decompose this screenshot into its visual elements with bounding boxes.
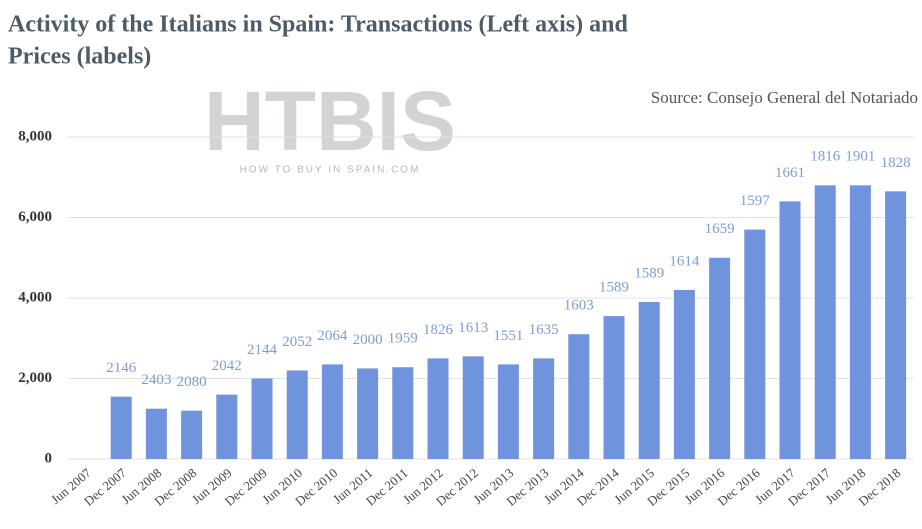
price-label: 1613 bbox=[458, 320, 488, 336]
bar bbox=[638, 302, 660, 459]
bar bbox=[568, 334, 590, 459]
bar bbox=[251, 378, 273, 459]
price-label: 2042 bbox=[212, 358, 242, 374]
bar bbox=[357, 368, 379, 459]
bar bbox=[145, 408, 167, 459]
price-label: 1959 bbox=[388, 331, 418, 347]
y-tick-label: 0 bbox=[45, 450, 53, 466]
chart-title: Activity of the Italians in Spain: Trans… bbox=[8, 12, 628, 38]
bar bbox=[321, 364, 343, 459]
price-label: 1635 bbox=[529, 322, 559, 338]
y-tick-label: 4,000 bbox=[18, 289, 52, 305]
price-label: 2080 bbox=[177, 374, 207, 390]
bar bbox=[427, 358, 449, 459]
price-label: 2144 bbox=[247, 342, 278, 358]
price-label: 1551 bbox=[493, 328, 523, 344]
price-label: 1597 bbox=[740, 193, 771, 209]
price-label: 1816 bbox=[810, 149, 841, 165]
bar bbox=[744, 229, 766, 459]
bar bbox=[779, 201, 801, 459]
bar bbox=[673, 289, 695, 459]
bar bbox=[181, 410, 203, 459]
price-label: 1589 bbox=[634, 265, 664, 281]
price-label: 1603 bbox=[564, 298, 594, 314]
price-label: 2403 bbox=[141, 372, 171, 388]
bar bbox=[885, 191, 907, 459]
bar bbox=[392, 367, 414, 459]
price-label: 2052 bbox=[282, 334, 312, 350]
watermark-tagline: HOW TO BUY IN SPAIN.COM bbox=[240, 165, 421, 176]
y-tick-label: 2,000 bbox=[18, 370, 52, 386]
price-label: 1614 bbox=[669, 253, 700, 269]
bar bbox=[849, 185, 871, 460]
bar bbox=[497, 364, 519, 459]
y-tick-label: 6,000 bbox=[18, 209, 52, 225]
price-label: 2064 bbox=[317, 328, 348, 344]
price-label: 2000 bbox=[353, 332, 383, 348]
price-label: 1661 bbox=[775, 165, 805, 181]
price-label: 1659 bbox=[705, 221, 735, 237]
price-label: 1901 bbox=[845, 149, 875, 165]
bar bbox=[709, 257, 731, 459]
source: Source: Consejo General del Notariado bbox=[651, 88, 918, 107]
price-label: 1826 bbox=[423, 322, 454, 338]
bar bbox=[216, 394, 238, 459]
y-tick-label: 8,000 bbox=[18, 128, 52, 144]
bar bbox=[814, 185, 836, 460]
bar bbox=[462, 356, 484, 459]
chart-title: Prices (labels) bbox=[8, 44, 151, 70]
price-label: 1828 bbox=[881, 155, 911, 171]
bar bbox=[110, 396, 132, 459]
watermark: HTBIS bbox=[204, 74, 456, 168]
bar bbox=[603, 316, 625, 459]
bar bbox=[286, 370, 308, 459]
bar bbox=[533, 358, 555, 459]
price-label: 1589 bbox=[599, 280, 629, 296]
price-label: 2146 bbox=[106, 360, 137, 376]
